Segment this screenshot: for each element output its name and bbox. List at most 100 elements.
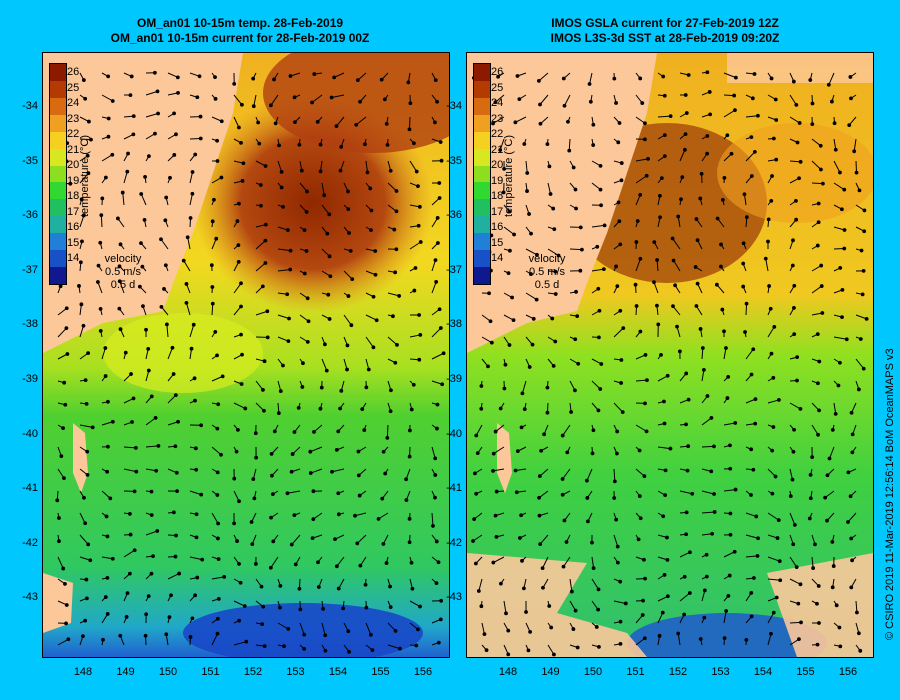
velocity-arrow-head — [491, 451, 496, 456]
velocity-arrow-head — [288, 248, 293, 253]
velocity-arrow-head — [819, 167, 823, 172]
velocity-arrow-head — [381, 542, 386, 546]
velocity-arrow-head — [538, 121, 543, 126]
latitude-tick-label: -40 — [446, 427, 462, 440]
velocity-arrow — [833, 182, 845, 191]
velocity-arrow-head — [61, 426, 65, 431]
velocity-arrow-head — [260, 284, 265, 289]
velocity-arrow-head — [341, 606, 346, 611]
velocity-arrow-head — [79, 197, 84, 202]
velocity-arrow-head — [542, 432, 546, 437]
velocity-arrow-head — [792, 427, 796, 432]
velocity-arrow-head — [433, 473, 438, 477]
latitude-tick-label: -37 — [446, 263, 462, 276]
velocity-arrow-head — [354, 122, 359, 127]
latitude-tick-label: -39 — [446, 373, 462, 385]
velocity-arrow-head — [519, 513, 524, 518]
velocity-arrow-head — [665, 373, 670, 378]
velocity-arrow-head — [260, 622, 265, 627]
velocity-arrow — [833, 336, 847, 340]
velocity-arrow-head — [436, 640, 441, 645]
left-map-panel[interactable]: 26 25 24 23 22 21 20 19 18 17 16 15 14 temperature (… — [42, 52, 450, 658]
velocity-arrow-head — [96, 280, 100, 284]
velocity-arrow-head — [725, 396, 730, 400]
velocity-arrow-head — [78, 260, 83, 265]
velocity-arrow-head — [120, 190, 125, 195]
velocity-arrow-head — [618, 619, 623, 624]
velocity-arrow — [255, 310, 268, 316]
velocity-arrow-head — [682, 612, 687, 617]
velocity-arrow-head — [86, 542, 91, 547]
colorbar-tick-label: 18 — [67, 190, 80, 202]
velocity-arrow — [189, 324, 195, 338]
velocity-arrow-head — [373, 272, 378, 277]
velocity-arrow-head — [660, 610, 665, 615]
velocity-arrow — [723, 551, 735, 558]
velocity-arrow — [140, 193, 147, 206]
velocity-arrow-head — [668, 446, 673, 451]
velocity-arrow-head — [106, 116, 111, 121]
velocity-arrow-head — [86, 351, 91, 355]
velocity-arrow-head — [239, 281, 243, 286]
velocity-arrow-head — [98, 306, 103, 311]
velocity-arrow-head — [494, 489, 499, 494]
velocity-arrow-head — [749, 614, 754, 619]
velocity-arrow-head — [475, 451, 480, 456]
velocity-arrow-head — [269, 515, 273, 520]
velocity-arrow — [613, 402, 624, 413]
velocity-arrow-head — [327, 212, 332, 217]
velocity-arrow-head — [489, 340, 494, 345]
velocity-arrow-head — [677, 349, 682, 354]
velocity-arrow-head — [527, 365, 532, 369]
velocity-arrow — [539, 534, 549, 545]
velocity-arrow — [569, 248, 582, 251]
velocity-arrow-head — [336, 586, 341, 591]
velocity-arrow-head — [381, 449, 386, 454]
velocity-arrow-head — [767, 284, 772, 288]
velocity-arrow-head — [272, 77, 276, 82]
velocity-arrow — [287, 490, 301, 494]
velocity-arrow-head — [614, 264, 619, 269]
velocity-arrow — [525, 248, 538, 256]
velocity-arrow-head — [640, 101, 645, 105]
velocity-arrow-head — [857, 188, 862, 193]
right-map-canvas — [467, 53, 873, 657]
velocity-arrow-head — [770, 174, 774, 178]
velocity-arrow-head — [242, 604, 247, 609]
velocity-arrow-head — [256, 120, 261, 125]
velocity-arrow-head — [574, 289, 578, 294]
colorbar-tick-label: 21 — [67, 143, 80, 156]
colorbar-tick-label: 19 — [67, 174, 80, 187]
velocity-arrow-head — [311, 517, 316, 522]
velocity-arrow — [431, 446, 436, 459]
velocity-arrow — [677, 633, 681, 646]
velocity-arrow-head — [619, 178, 624, 183]
velocity-arrow-head — [133, 446, 138, 450]
velocity-arrow-head — [862, 229, 867, 234]
velocity-arrow-head — [770, 448, 775, 453]
velocity-arrow-head — [293, 120, 297, 125]
velocity-arrow — [431, 281, 437, 294]
velocity-arrow-head — [440, 382, 445, 387]
velocity-arrow-head — [336, 512, 341, 517]
right-map-panel[interactable]: 26 25 24 23 22 21 20 19 18 17 16 15 14 temperature (… — [466, 52, 874, 658]
velocity-arrow-head — [199, 492, 204, 497]
colorbar-tick-label: 23 — [67, 112, 80, 125]
velocity-arrow-head — [279, 169, 284, 174]
velocity-arrow-head — [438, 326, 443, 330]
colorbar-tick-label: 20 — [491, 159, 504, 171]
velocity-arrow-head — [257, 141, 262, 146]
velocity-arrow-head — [790, 477, 795, 482]
velocity-arrow-head — [698, 327, 703, 331]
velocity-arrow — [270, 556, 279, 569]
right-velocity-duration: 0.5 d — [534, 279, 560, 291]
velocity-arrow-head — [661, 74, 666, 79]
velocity-arrow — [145, 90, 158, 96]
velocity-arrow-head — [327, 317, 332, 321]
velocity-arrow-head — [173, 393, 178, 398]
velocity-arrow-head — [370, 648, 375, 653]
velocity-arrow-head — [88, 558, 93, 563]
velocity-arrow — [166, 324, 169, 338]
velocity-arrow-head — [486, 364, 490, 369]
velocity-arrow-head — [215, 353, 219, 358]
